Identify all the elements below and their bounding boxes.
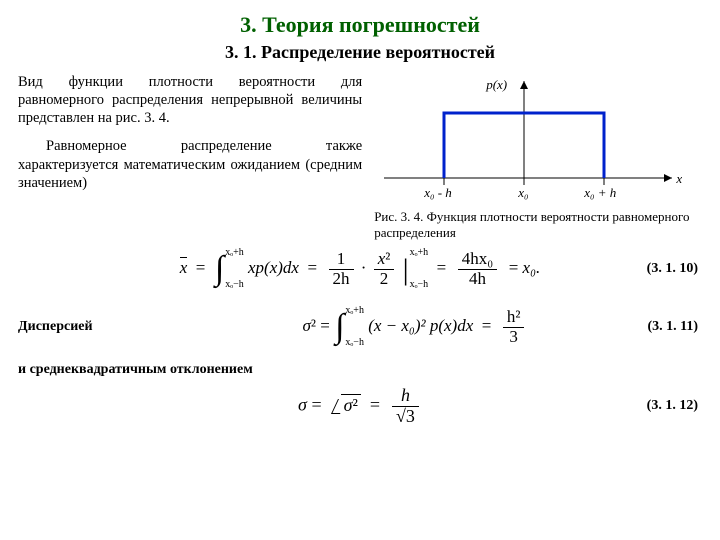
title-sub: 3. 1. Распределение вероятностей	[18, 42, 702, 63]
uniform-pdf-chart: p(x) x x₀ - h x₀ x₀ + h	[374, 73, 684, 203]
eq-num-2: (3. 1. 11)	[647, 319, 698, 335]
x0-plus: x₀ + h	[584, 185, 616, 201]
equation-1: x = ∫xₒ+hxₒ−h xp(x)dx = 12h · x²2 |xₒ+hx…	[18, 248, 702, 290]
eq-num-1: (3. 1. 10)	[647, 261, 698, 277]
px-label: p(x)	[486, 77, 507, 93]
right-column: p(x) x x₀ - h x₀ x₀ + h Рис. 3. 4. Функц…	[374, 73, 702, 240]
equation-3: σ = σ² = h√3 (3. 1. 12)	[18, 386, 702, 427]
dispersion-label: Дисперсией	[18, 319, 128, 335]
chart-svg	[374, 73, 684, 203]
left-column: Вид функции плотности вероятности для ра…	[18, 73, 362, 240]
eq-num-3: (3. 1. 12)	[647, 398, 698, 414]
content-columns: Вид функции плотности вероятности для ра…	[18, 73, 702, 240]
para-2: Равномерное распределение также характер…	[18, 137, 362, 191]
para-1: Вид функции плотности вероятности для ра…	[18, 73, 362, 127]
x0-minus: x₀ - h	[424, 185, 452, 201]
x-label: x	[676, 171, 682, 187]
equation-2-row: Дисперсией σ² = ∫xₒ+hxₒ−h (x − x₀)² p(x)…	[18, 298, 702, 356]
title-main: 3. Теория погрешностей	[18, 12, 702, 38]
std-label: и среднеквадратичным отклонением	[18, 362, 702, 378]
figure-caption: Рис. 3. 4. Функция плотности вероятности…	[374, 209, 702, 240]
x0: x₀	[518, 185, 528, 201]
